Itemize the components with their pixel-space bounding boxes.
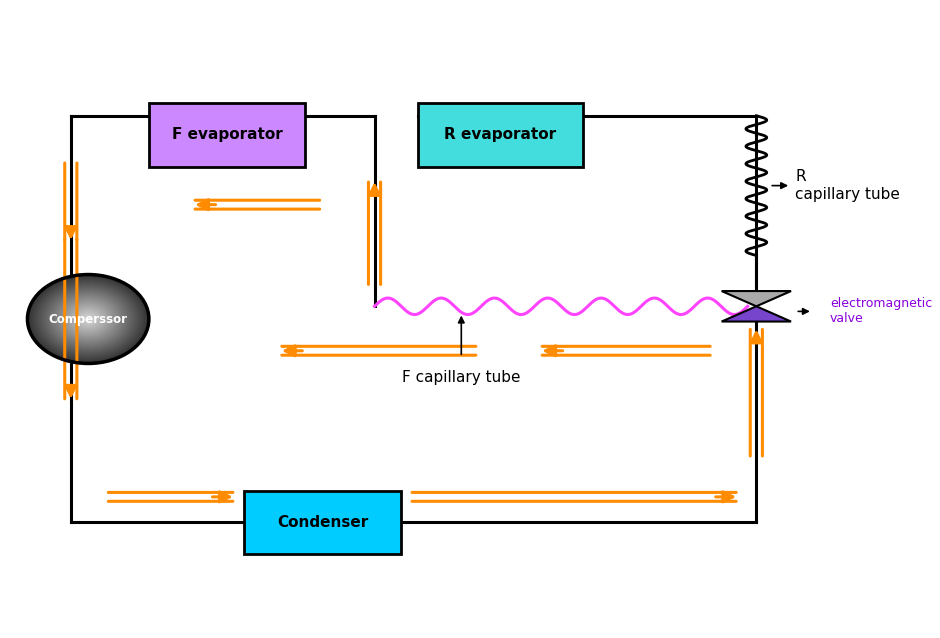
Text: F capillary tube: F capillary tube <box>402 370 521 385</box>
Circle shape <box>41 285 134 353</box>
Circle shape <box>86 317 91 321</box>
Circle shape <box>69 305 107 333</box>
Circle shape <box>84 316 92 322</box>
Circle shape <box>75 309 102 329</box>
Circle shape <box>57 297 118 341</box>
Circle shape <box>42 286 133 352</box>
Polygon shape <box>722 291 791 306</box>
Circle shape <box>31 278 145 360</box>
Circle shape <box>50 291 127 347</box>
Circle shape <box>43 286 133 352</box>
Circle shape <box>52 292 125 346</box>
Circle shape <box>65 302 112 336</box>
Text: Condenser: Condenser <box>277 515 368 530</box>
Circle shape <box>54 294 122 344</box>
Circle shape <box>81 314 95 324</box>
Circle shape <box>30 277 146 361</box>
Circle shape <box>38 282 139 356</box>
Circle shape <box>46 288 131 350</box>
Circle shape <box>87 318 89 320</box>
Circle shape <box>36 281 141 357</box>
Circle shape <box>39 283 136 355</box>
Text: F evaporator: F evaporator <box>172 128 282 142</box>
Circle shape <box>55 295 120 343</box>
Circle shape <box>70 306 105 332</box>
Circle shape <box>82 315 94 323</box>
Circle shape <box>73 308 103 330</box>
Circle shape <box>63 300 114 338</box>
FancyBboxPatch shape <box>149 103 306 167</box>
Circle shape <box>59 297 118 341</box>
FancyBboxPatch shape <box>418 103 583 167</box>
Circle shape <box>66 302 110 336</box>
Polygon shape <box>722 306 791 322</box>
Circle shape <box>74 309 102 329</box>
Text: Comperssor: Comperssor <box>49 313 128 325</box>
Text: electromagnetic
valve: electromagnetic valve <box>830 297 932 325</box>
Circle shape <box>86 318 90 320</box>
Text: R
capillary tube: R capillary tube <box>795 170 901 202</box>
Circle shape <box>72 307 104 331</box>
Circle shape <box>37 281 140 357</box>
Circle shape <box>39 283 138 355</box>
Circle shape <box>29 276 147 362</box>
FancyBboxPatch shape <box>244 491 400 554</box>
Circle shape <box>55 295 121 343</box>
Circle shape <box>76 310 101 328</box>
Circle shape <box>62 300 115 338</box>
Circle shape <box>67 304 109 334</box>
Circle shape <box>33 278 144 360</box>
Circle shape <box>40 284 135 354</box>
Circle shape <box>47 288 130 350</box>
Circle shape <box>51 292 126 346</box>
Circle shape <box>77 311 100 327</box>
Circle shape <box>49 290 128 348</box>
Text: R evaporator: R evaporator <box>445 128 556 142</box>
Circle shape <box>53 293 123 345</box>
Circle shape <box>48 290 129 348</box>
Circle shape <box>64 301 113 337</box>
Circle shape <box>34 279 143 359</box>
Circle shape <box>68 304 108 334</box>
Circle shape <box>80 313 96 325</box>
Circle shape <box>61 299 116 339</box>
Circle shape <box>78 311 99 327</box>
Circle shape <box>35 279 142 359</box>
Circle shape <box>28 275 148 363</box>
Circle shape <box>44 287 132 351</box>
Circle shape <box>27 274 149 364</box>
Circle shape <box>83 315 93 323</box>
Circle shape <box>70 306 106 332</box>
Circle shape <box>79 313 97 325</box>
Circle shape <box>56 296 119 342</box>
Circle shape <box>60 298 117 340</box>
